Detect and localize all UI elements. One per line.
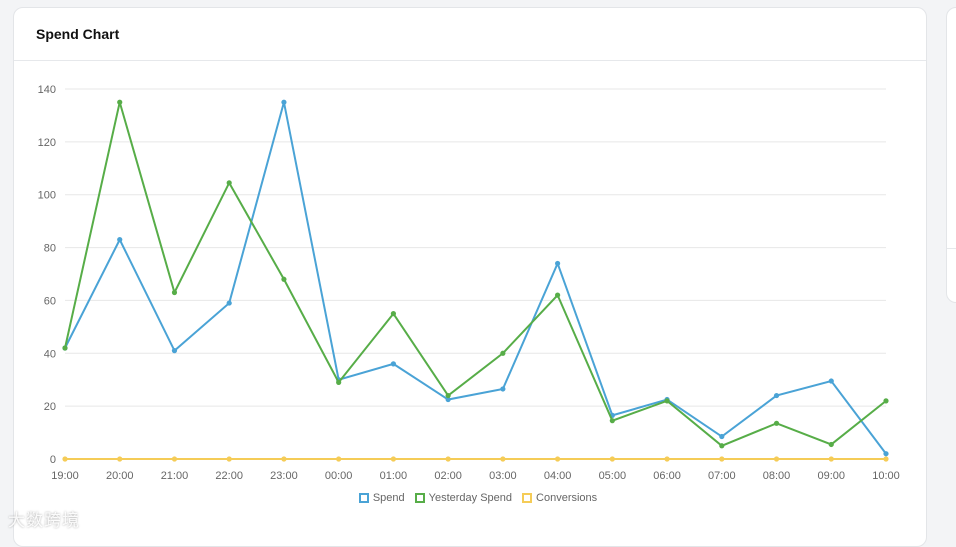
line-chart: 0 20 40 60 80 100 120 140 19:00 20:00 21:00 22:00 2… bbox=[38, 84, 900, 482]
legend-item-spend[interactable]: Spend bbox=[358, 492, 405, 504]
grid-lines bbox=[65, 88, 886, 460]
x-tick-label: 08:00 bbox=[763, 470, 791, 482]
data-point-conversions[interactable] bbox=[117, 456, 123, 462]
data-point-spend[interactable] bbox=[828, 378, 834, 384]
data-point-spend[interactable] bbox=[117, 237, 123, 243]
watermark-logo: 大数跨境 bbox=[8, 506, 80, 531]
data-point-yesterday-spend[interactable] bbox=[664, 398, 670, 404]
series-line-spend bbox=[64, 101, 887, 455]
spend-chart-card: Spend Chart bbox=[13, 7, 927, 547]
data-point-conversions[interactable] bbox=[62, 456, 68, 462]
legend-label-spend: Spend bbox=[372, 492, 405, 504]
data-point-spend[interactable] bbox=[226, 300, 232, 306]
data-point-spend[interactable] bbox=[883, 451, 889, 457]
x-tick-label: 20:00 bbox=[106, 470, 134, 482]
data-point-conversions[interactable] bbox=[281, 456, 287, 462]
data-point-conversions[interactable] bbox=[445, 456, 451, 462]
legend-label-conversions: Conversions bbox=[536, 492, 598, 504]
data-point-spend[interactable] bbox=[281, 99, 287, 105]
data-point-conversions[interactable] bbox=[226, 456, 232, 462]
watermark-text: 大数跨境 bbox=[8, 511, 80, 531]
x-tick-label: 19:00 bbox=[51, 470, 79, 482]
side-card-divider bbox=[947, 248, 956, 249]
x-tick-label: 07:00 bbox=[708, 470, 736, 482]
data-point-conversions[interactable] bbox=[883, 456, 889, 462]
legend-item-conversions[interactable]: Conversions bbox=[522, 492, 597, 504]
y-axis-ticks: 0 20 40 60 80 100 120 140 bbox=[38, 84, 56, 466]
x-tick-label: 04:00 bbox=[544, 470, 572, 482]
data-point-yesterday-spend[interactable] bbox=[117, 99, 123, 105]
legend-swatch-spend bbox=[358, 493, 369, 503]
data-point-spend[interactable] bbox=[171, 348, 178, 354]
data-point-spend[interactable] bbox=[390, 361, 396, 367]
data-point-conversions[interactable] bbox=[828, 456, 834, 462]
data-point-yesterday-spend[interactable] bbox=[226, 180, 232, 186]
data-point-conversions[interactable] bbox=[390, 456, 396, 462]
x-axis-ticks: 19:00 20:00 21:00 22:00 23:00 00:00 01:00 02:00… bbox=[51, 470, 900, 482]
data-point-conversions[interactable] bbox=[664, 456, 670, 462]
data-point-conversions[interactable] bbox=[555, 456, 561, 462]
data-point-conversions[interactable] bbox=[773, 456, 780, 462]
data-point-yesterday-spend[interactable] bbox=[719, 443, 725, 449]
legend-label-yesterday-spend: Yesterday Spend bbox=[428, 492, 513, 504]
x-tick-label: 00:00 bbox=[325, 470, 353, 482]
y-tick-label: 40 bbox=[44, 348, 56, 360]
data-point-yesterday-spend[interactable] bbox=[773, 420, 780, 426]
data-point-spend[interactable] bbox=[555, 260, 561, 267]
x-tick-label: 03:00 bbox=[489, 470, 517, 482]
data-point-conversions[interactable] bbox=[171, 456, 178, 462]
data-point-yesterday-spend[interactable] bbox=[62, 345, 68, 351]
data-point-spend[interactable] bbox=[719, 433, 725, 440]
x-tick-label: 02:00 bbox=[434, 470, 462, 482]
x-tick-label: 23:00 bbox=[270, 470, 298, 482]
data-point-yesterday-spend[interactable] bbox=[390, 311, 396, 317]
data-point-conversions[interactable] bbox=[500, 456, 506, 462]
y-tick-label: 0 bbox=[50, 454, 56, 466]
data-point-yesterday-spend[interactable] bbox=[883, 398, 889, 404]
data-point-yesterday-spend[interactable] bbox=[336, 379, 342, 385]
x-tick-label: 09:00 bbox=[818, 470, 846, 482]
data-point-conversions[interactable] bbox=[609, 456, 615, 462]
x-tick-label: 22:00 bbox=[215, 470, 243, 482]
card-title: Spend Chart bbox=[36, 26, 120, 42]
y-tick-label: 60 bbox=[44, 295, 56, 307]
legend-swatch-conversions bbox=[522, 493, 533, 503]
card-header: Spend Chart bbox=[14, 8, 926, 61]
series-layer bbox=[62, 99, 889, 462]
legend-item-yesterday-spend[interactable]: Yesterday Spend bbox=[414, 492, 513, 504]
data-point-spend[interactable] bbox=[500, 386, 506, 392]
legend-swatch-yesterday-spend bbox=[414, 493, 425, 503]
data-point-yesterday-spend[interactable] bbox=[445, 392, 451, 399]
data-point-yesterday-spend[interactable] bbox=[609, 418, 615, 424]
data-point-yesterday-spend[interactable] bbox=[555, 292, 561, 298]
series-line-yesterday-spend bbox=[64, 101, 887, 447]
x-tick-label: 06:00 bbox=[653, 470, 681, 482]
data-point-conversions[interactable] bbox=[719, 456, 725, 462]
y-tick-label: 120 bbox=[38, 137, 56, 149]
x-tick-label: 21:00 bbox=[161, 470, 189, 482]
data-point-yesterday-spend[interactable] bbox=[281, 276, 287, 282]
data-point-spend[interactable] bbox=[773, 392, 780, 399]
legend: Spend Yesterday Spend Conversions bbox=[0, 492, 956, 504]
data-point-conversions[interactable] bbox=[336, 456, 342, 462]
x-tick-label: 05:00 bbox=[599, 470, 627, 482]
y-tick-label: 100 bbox=[38, 190, 56, 202]
data-point-yesterday-spend[interactable] bbox=[171, 289, 178, 296]
x-tick-label: 01:00 bbox=[380, 470, 408, 482]
y-tick-label: 140 bbox=[38, 84, 56, 96]
x-tick-label: 10:00 bbox=[872, 470, 900, 482]
data-point-yesterday-spend[interactable] bbox=[500, 350, 506, 356]
data-point-yesterday-spend[interactable] bbox=[828, 441, 834, 448]
y-tick-label: 80 bbox=[44, 243, 56, 255]
data-point-spend[interactable] bbox=[445, 396, 451, 403]
y-tick-label: 20 bbox=[44, 401, 56, 413]
